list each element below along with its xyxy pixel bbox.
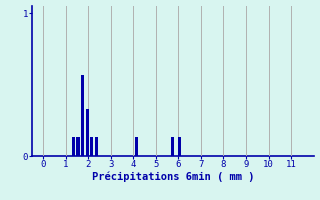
Bar — [81, 75, 84, 156]
Bar — [85, 109, 89, 156]
Bar — [90, 137, 93, 156]
Bar — [171, 137, 174, 156]
Bar — [94, 137, 98, 156]
Bar — [135, 137, 139, 156]
Bar — [178, 137, 181, 156]
Bar — [72, 137, 76, 156]
X-axis label: Précipitations 6min ( mm ): Précipitations 6min ( mm ) — [92, 172, 254, 182]
Bar — [76, 137, 80, 156]
